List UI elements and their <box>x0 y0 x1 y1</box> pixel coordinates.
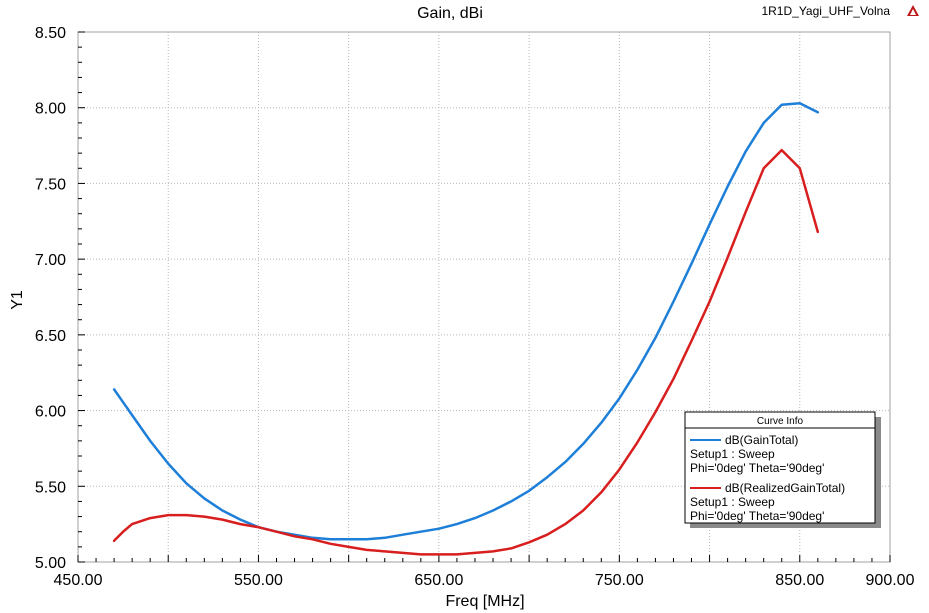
y-tick-label: 5.50 <box>35 479 66 496</box>
legend-series-1-setup: Setup1 : Sweep <box>690 447 775 461</box>
y-tick-label: 8.00 <box>35 101 66 118</box>
x-tick-label: 900.00 <box>866 572 915 589</box>
legend-series-1-angles: Phi='0deg' Theta='90deg' <box>690 461 824 475</box>
x-axis-tick-labels: 450.00 550.00 650.00 750.00 850.00 900.00 <box>54 572 915 589</box>
x-tick-label: 650.00 <box>414 572 463 589</box>
ansys-logo-icon <box>907 5 919 16</box>
x-tick-label: 750.00 <box>595 572 644 589</box>
legend-series-2-angles: Phi='0deg' Theta='90deg' <box>690 509 824 523</box>
x-tick-label: 850.00 <box>775 572 824 589</box>
y-tick-label: 6.00 <box>35 404 66 421</box>
legend-title: Curve Info <box>757 416 804 427</box>
axis-ticks <box>77 31 891 563</box>
series-line-gain-total <box>112 101 820 541</box>
grid <box>78 32 890 562</box>
y-tick-label: 7.50 <box>35 176 66 193</box>
chart-title: Gain, dBi <box>417 5 483 22</box>
series-line-realized-gain-total <box>112 148 820 556</box>
y-tick-label: 7.00 <box>35 252 66 269</box>
x-axis-label: Freq [MHz] <box>445 593 524 610</box>
y-axis-label: Y1 <box>9 290 26 310</box>
x-tick-label: 550.00 <box>234 572 283 589</box>
legend-box <box>684 411 876 524</box>
y-axis-tick-labels: 5.00 5.50 6.00 6.50 7.00 7.50 8.00 8.50 <box>35 25 66 572</box>
design-name: 1R1D_Yagi_UHF_Volna <box>761 4 890 18</box>
legend-series-2-setup: Setup1 : Sweep <box>690 495 775 509</box>
y-tick-label: 5.00 <box>35 555 66 572</box>
y-tick-label: 6.50 <box>35 328 66 345</box>
series-layer <box>112 101 820 556</box>
y-tick-label: 8.50 <box>35 25 66 42</box>
legend-series-1-name: dB(GainTotal) <box>725 433 798 447</box>
legend-series-2-name: dB(RealizedGainTotal) <box>725 481 845 495</box>
legend[interactable]: Curve Info dB(GainTotal) Setup1 : Sweep … <box>684 411 881 528</box>
x-tick-label: 450.00 <box>54 572 103 589</box>
